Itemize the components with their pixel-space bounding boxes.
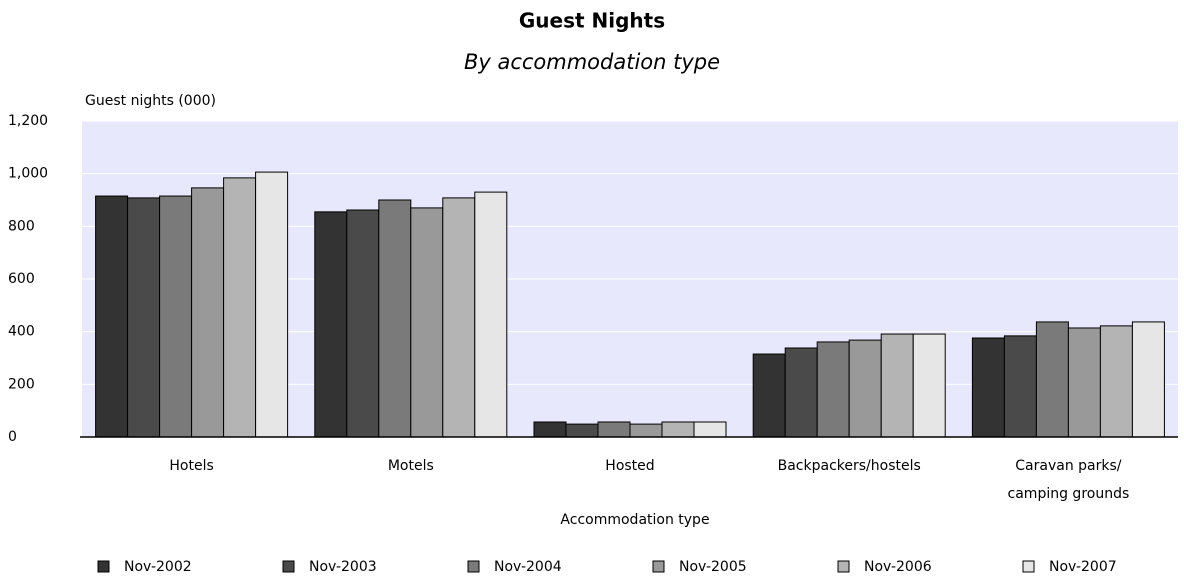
bar bbox=[816, 341, 850, 438]
legend-label: Nov-2007 bbox=[1049, 559, 1117, 575]
legend-swatch bbox=[97, 560, 110, 573]
bar bbox=[629, 423, 663, 438]
y-tick-label: 400 bbox=[8, 324, 35, 340]
legend-swatch bbox=[282, 560, 295, 573]
bar bbox=[1099, 325, 1133, 438]
bar bbox=[597, 421, 631, 438]
y-tick-label: 1,000 bbox=[8, 166, 48, 182]
bar bbox=[784, 347, 818, 438]
bar bbox=[1067, 327, 1101, 438]
bar bbox=[693, 421, 727, 438]
bar bbox=[1035, 321, 1069, 438]
bar bbox=[191, 187, 225, 438]
y-tick-label: 1,200 bbox=[8, 113, 48, 129]
bar bbox=[442, 197, 476, 438]
bar bbox=[752, 353, 786, 438]
chart-subtitle: By accommodation type bbox=[464, 50, 720, 74]
legend-swatch bbox=[652, 560, 665, 573]
bar bbox=[848, 339, 882, 438]
legend-label: Nov-2005 bbox=[679, 559, 747, 575]
bar bbox=[314, 211, 348, 438]
y-tick-label: 600 bbox=[8, 271, 35, 287]
bar bbox=[410, 207, 444, 438]
y-axis-label: Guest nights (000) bbox=[85, 93, 216, 109]
legend-label: Nov-2002 bbox=[124, 559, 192, 575]
bar bbox=[880, 333, 914, 438]
x-axis-label: Accommodation type bbox=[560, 512, 709, 528]
x-tick-label: Hotels bbox=[169, 458, 213, 474]
bar bbox=[159, 195, 193, 438]
legend-swatch bbox=[467, 560, 480, 573]
bar bbox=[1003, 335, 1037, 438]
bar bbox=[378, 199, 412, 438]
legend-label: Nov-2004 bbox=[494, 559, 562, 575]
y-tick-label: 0 bbox=[8, 429, 17, 445]
bar bbox=[971, 337, 1005, 438]
x-tick-label-line: Caravan parks/ bbox=[1015, 458, 1122, 474]
legend-swatch bbox=[1022, 560, 1035, 573]
x-tick-label: Motels bbox=[388, 458, 434, 474]
bar bbox=[474, 191, 508, 438]
bar bbox=[912, 333, 946, 438]
x-tick-label: Caravan parks/camping grounds bbox=[1008, 458, 1130, 502]
x-tick-label-line: camping grounds bbox=[1008, 486, 1130, 502]
bar bbox=[1131, 321, 1165, 438]
legend-swatch bbox=[837, 560, 850, 573]
bar bbox=[95, 195, 129, 438]
bar bbox=[127, 197, 161, 438]
x-tick-label: Hosted bbox=[605, 458, 654, 474]
chart-title: Guest Nights bbox=[519, 9, 665, 33]
bar bbox=[346, 209, 380, 438]
bar bbox=[565, 423, 599, 438]
y-tick-label: 200 bbox=[8, 376, 35, 392]
y-tick-label: 800 bbox=[8, 218, 35, 234]
bar bbox=[255, 171, 289, 438]
bar bbox=[533, 421, 567, 438]
bar bbox=[223, 177, 257, 438]
x-tick-label: Backpackers/hostels bbox=[778, 458, 921, 474]
bar bbox=[661, 421, 695, 438]
legend-label: Nov-2003 bbox=[309, 559, 377, 575]
legend-label: Nov-2006 bbox=[864, 559, 932, 575]
